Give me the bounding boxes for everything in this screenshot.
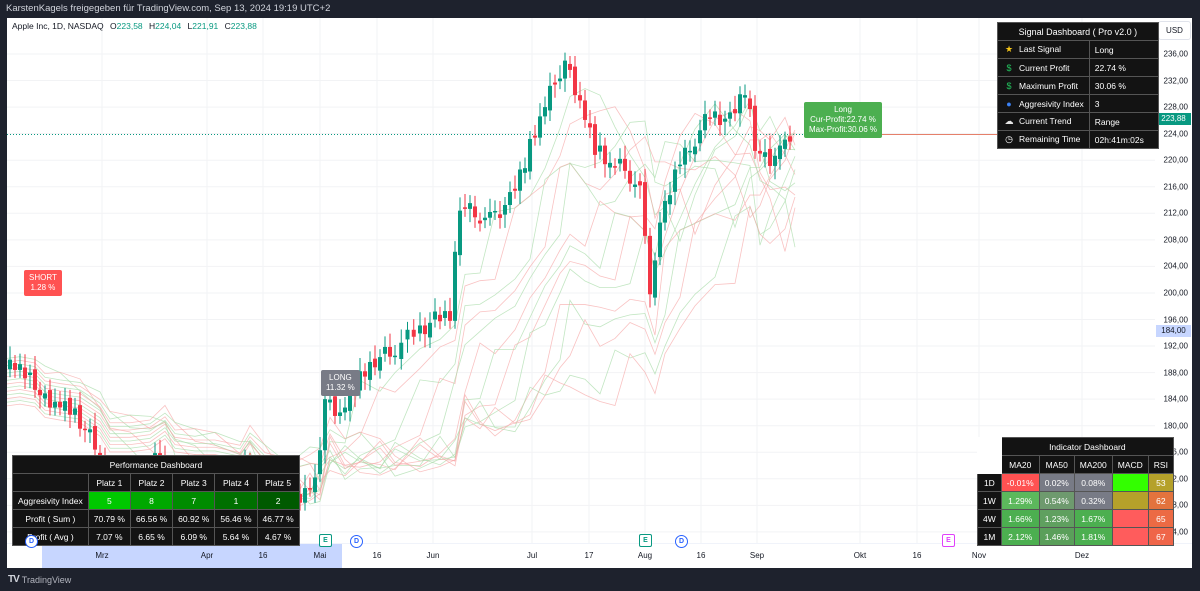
- time-tick: 16: [258, 551, 268, 560]
- price-tick: 200,00: [1163, 288, 1188, 298]
- time-tick: Sep: [749, 551, 765, 560]
- indicator-row-1d: 1D -0.01% 0.02% 0.08% 53: [977, 473, 1174, 492]
- time-tick: Aug: [637, 551, 653, 560]
- time-tick: Jun: [426, 551, 440, 560]
- tradingview-logo-icon[interactable]: TV: [8, 574, 20, 585]
- price-tick: 212,00: [1163, 208, 1188, 218]
- time-tick: 17: [584, 551, 594, 560]
- footer: TV TradingView: [8, 574, 71, 585]
- earnings-event-icon[interactable]: E: [639, 534, 652, 547]
- perf-row-profit-sum: Profit ( Sum ) 70.79 % 66.56 % 60.92 % 56.4…: [12, 509, 300, 528]
- time-tick: 16: [372, 551, 382, 560]
- symbol-name[interactable]: Apple Inc, 1D, NASDAQ: [12, 21, 104, 31]
- price-tick: 232,00: [1163, 76, 1188, 86]
- time-tick: 16: [696, 551, 706, 560]
- price-tick: 176,00: [1163, 447, 1188, 457]
- price-tick: 188,00: [1163, 368, 1188, 378]
- time-axis[interactable]: Mrz Apr 16 Mai 16 Jun Jul 17 Aug 16 Sep Okt 16 Nov Dez: [7, 543, 1192, 568]
- signal-row-remaining-time: ◷ Remaining Time 02h:41m:02s: [997, 130, 1159, 149]
- signal-row-trend: ☁ Current Trend Range: [997, 112, 1159, 131]
- price-tick: 172,00: [1163, 474, 1188, 484]
- time-tick: 16: [912, 551, 922, 560]
- time-tick: Apr: [200, 551, 214, 560]
- indicator-row-1w: 1W 1.29% 0.54% 0.32% 62: [977, 491, 1174, 510]
- price-tick: 208,00: [1163, 235, 1188, 245]
- price-tick: 180,00: [1163, 421, 1188, 431]
- time-range-highlight: [42, 544, 342, 568]
- share-header: KarstenKagels freigegeben für TradingVie…: [6, 3, 331, 14]
- time-tick: Mrz: [95, 551, 109, 560]
- short-signal-label: SHORT 1.28 %: [24, 270, 62, 296]
- price-tick: 196,00: [1163, 315, 1188, 324]
- price-tick: 220,00: [1163, 155, 1188, 165]
- performance-dashboard-title: Performance Dashboard: [12, 455, 300, 474]
- current-signal-label: Long Cur-Profit:22.74 % Max-Profit:30.06 %: [804, 102, 883, 138]
- indicator-row-1m: 1M 2.12% 1.46% 1.81% 67: [977, 527, 1174, 546]
- earnings-event-icon[interactable]: E: [942, 534, 955, 547]
- time-tick: Nov: [971, 551, 987, 560]
- time-tick: Okt: [853, 551, 867, 560]
- performance-dashboard: Performance Dashboard Platz 1 Platz 2 Plat…: [12, 455, 300, 546]
- price-tick: 184,00: [1163, 394, 1188, 404]
- low-value: 221,91: [192, 21, 219, 31]
- signal-dashboard: Signal Dashboard ( Pro v2.0 ) ★ Last Sign…: [997, 22, 1159, 149]
- dollar-icon: $: [1006, 62, 1012, 73]
- time-tick: Mai: [313, 551, 327, 560]
- signal-row-current-profit: $ Current Profit 22.74 %: [997, 58, 1159, 77]
- clock-icon: ◷: [1005, 134, 1013, 144]
- open-value: 223,58: [116, 21, 143, 31]
- signal-dashboard-title: Signal Dashboard ( Pro v2.0 ): [997, 22, 1159, 41]
- blue-dot-icon: ●: [1006, 98, 1012, 109]
- price-tick: 216,00: [1163, 182, 1188, 192]
- current-price-label: 223,88: [1156, 113, 1191, 125]
- signal-row-last-signal: ★ Last Signal Long: [997, 40, 1159, 59]
- indicator-dashboard-title: Indicator Dashboard: [1000, 437, 1174, 456]
- price-tick: 168,00: [1163, 500, 1188, 510]
- price-tick: 228,00: [1163, 102, 1188, 112]
- symbol-legend: Apple Inc, 1D, NASDAQ O223,58 H224,04 L2…: [12, 21, 257, 31]
- chart-container[interactable]: Apple Inc, 1D, NASDAQ O223,58 H224,04 L2…: [7, 18, 1192, 568]
- dividend-event-icon[interactable]: D: [25, 535, 38, 548]
- price-tick: 204,00: [1163, 261, 1188, 271]
- dollar-icon: $: [1006, 80, 1012, 91]
- currency-button[interactable]: USD: [1158, 21, 1191, 40]
- price-tick: 224,00: [1163, 129, 1188, 139]
- earnings-event-icon[interactable]: E: [319, 534, 332, 547]
- star-icon: ★: [1004, 44, 1014, 54]
- perf-row-profit-avg: Profit ( Avg ) 7.07 % 6.65 % 6.09 % 5.64 % 4…: [12, 527, 300, 546]
- signal-row-aggresivity: ● Aggresivity Index 3: [997, 94, 1159, 113]
- signal-row-max-profit: $ Maximum Profit 30.06 %: [997, 76, 1159, 95]
- trend-icon: ☁: [1004, 116, 1014, 126]
- time-tick: Jul: [526, 551, 538, 560]
- long-signal-label: LONG 11.32 %: [321, 370, 360, 396]
- price-tick: 236,00: [1163, 49, 1188, 59]
- time-tick: Dez: [1074, 551, 1090, 560]
- high-value: 224,04: [155, 21, 182, 31]
- dividend-event-icon[interactable]: D: [350, 535, 363, 548]
- price-tick: 192,00: [1163, 341, 1188, 351]
- price-tick: 164,00: [1163, 527, 1188, 537]
- indicator-dashboard: Indicator Dashboard MA20 MA50 MA200 MACD RSI…: [977, 437, 1174, 546]
- crosshair-price-label: 184,00: [1156, 325, 1191, 337]
- close-value: 223,88: [230, 21, 257, 31]
- indicator-row-4w: 4W 1.66% 1.23% 1.67% 65: [977, 509, 1174, 528]
- tradingview-brand[interactable]: TradingView: [21, 574, 72, 585]
- perf-row-aggresivity: Aggresivity Index 5 8 7 1 2: [12, 491, 300, 510]
- dividend-event-icon[interactable]: D: [675, 535, 688, 548]
